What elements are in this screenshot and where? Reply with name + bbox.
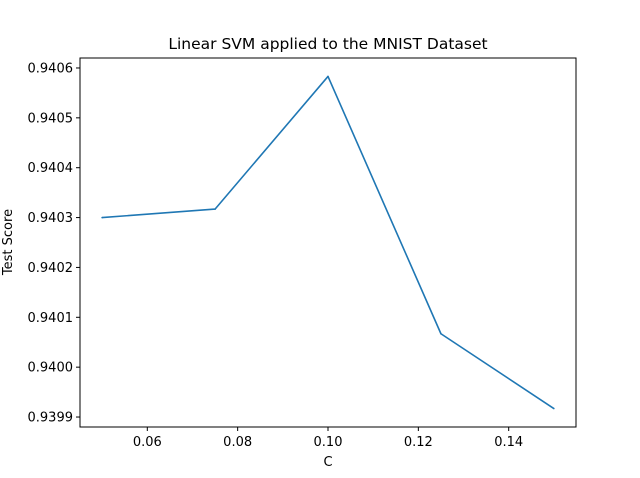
data-point	[214, 208, 216, 210]
data-point	[440, 332, 442, 335]
y-tick-label: 0.9403	[28, 211, 74, 226]
y-tick-label: 0.9399	[28, 411, 74, 426]
x-tick-label: 0.14	[494, 435, 523, 450]
x-tick-label: 0.12	[404, 435, 433, 450]
x-tick-label: 0.06	[133, 435, 162, 450]
y-tick-label: 0.9406	[28, 61, 74, 76]
x-tick-label: 0.10	[314, 435, 343, 450]
data-point	[327, 75, 329, 78]
plot-frame	[79, 57, 577, 428]
data-point	[553, 407, 555, 410]
x-axis-title: C	[323, 455, 332, 470]
y-tick-label: 0.9400	[28, 361, 74, 376]
series-layer	[101, 75, 555, 410]
chart-title: Linear SVM applied to the MNIST Dataset	[168, 35, 487, 53]
y-tick-label: 0.9404	[28, 161, 74, 176]
ticks-layer: 0.06 0.08 0.10 0.12 0.14 0.9399 0.9400 0.9401 0.…	[28, 61, 524, 450]
y-tick-label: 0.9402	[28, 261, 74, 276]
y-axis-title: Test Score	[1, 209, 16, 276]
y-tick-label: 0.9405	[28, 111, 74, 126]
y-tick-label: 0.9401	[28, 311, 74, 326]
x-tick-label: 0.08	[223, 435, 252, 450]
data-point	[101, 216, 103, 219]
